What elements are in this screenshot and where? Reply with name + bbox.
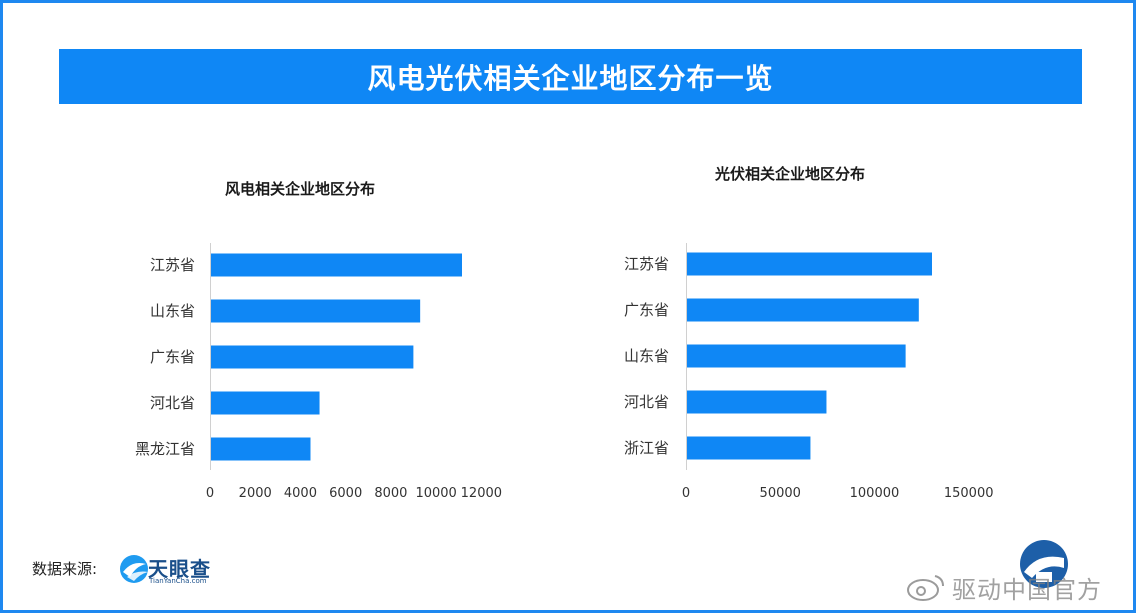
wind-tick-label: 4000 bbox=[284, 486, 317, 501]
solar-category-label: 广东省 bbox=[624, 301, 669, 319]
page-title: 风电光伏相关企业地区分布一览 bbox=[59, 49, 1082, 104]
solar-bar-2 bbox=[687, 298, 919, 322]
wind-bar-4 bbox=[211, 391, 320, 415]
solar-tick-label: 100000 bbox=[850, 486, 900, 501]
wind-bar-1 bbox=[211, 253, 462, 277]
wind-bar-3 bbox=[211, 345, 414, 369]
wind-chart-title: 风电相关企业地区分布 bbox=[225, 180, 375, 198]
wind-tick-label: 12000 bbox=[461, 486, 502, 501]
solar-tick-label: 50000 bbox=[760, 486, 801, 501]
wind-bar-2 bbox=[211, 299, 421, 323]
wind-bar-5 bbox=[211, 437, 311, 461]
solar-bar-1 bbox=[687, 252, 932, 276]
solar-bar-5 bbox=[687, 436, 811, 460]
solar-bar-3 bbox=[687, 344, 906, 368]
brand-subtitle: TianYanCha.com bbox=[149, 577, 207, 585]
wind-tick-label: 0 bbox=[206, 486, 214, 501]
watermark-text: 驱动中国官方 bbox=[952, 576, 1102, 604]
wind-tick-label: 2000 bbox=[239, 486, 272, 501]
source-label: 数据来源: bbox=[32, 560, 98, 578]
wind-category-label: 广东省 bbox=[150, 348, 195, 366]
wind-category-label: 山东省 bbox=[150, 302, 195, 320]
watermark-logo-icon bbox=[1020, 540, 1068, 588]
wind-category-label: 江苏省 bbox=[150, 256, 195, 274]
solar-chart-title: 光伏相关企业地区分布 bbox=[714, 165, 865, 183]
wind-tick-label: 8000 bbox=[374, 486, 407, 501]
wind-tick-label: 10000 bbox=[415, 486, 456, 501]
wind-category-label: 河北省 bbox=[150, 394, 195, 412]
wind-category-label: 黑龙江省 bbox=[135, 440, 195, 458]
brand-name: 天眼查 bbox=[148, 557, 211, 581]
solar-category-label: 江苏省 bbox=[624, 255, 669, 273]
weibo-icon bbox=[907, 575, 944, 601]
solar-category-label: 浙江省 bbox=[624, 439, 669, 457]
tianyancha-logo-icon bbox=[120, 555, 148, 583]
solar-category-label: 山东省 bbox=[624, 347, 669, 365]
solar-category-label: 河北省 bbox=[624, 393, 669, 411]
solar-bar-4 bbox=[687, 390, 827, 414]
solar-tick-label: 0 bbox=[682, 486, 690, 501]
wind-tick-label: 6000 bbox=[329, 486, 362, 501]
solar-tick-label: 150000 bbox=[944, 486, 994, 501]
